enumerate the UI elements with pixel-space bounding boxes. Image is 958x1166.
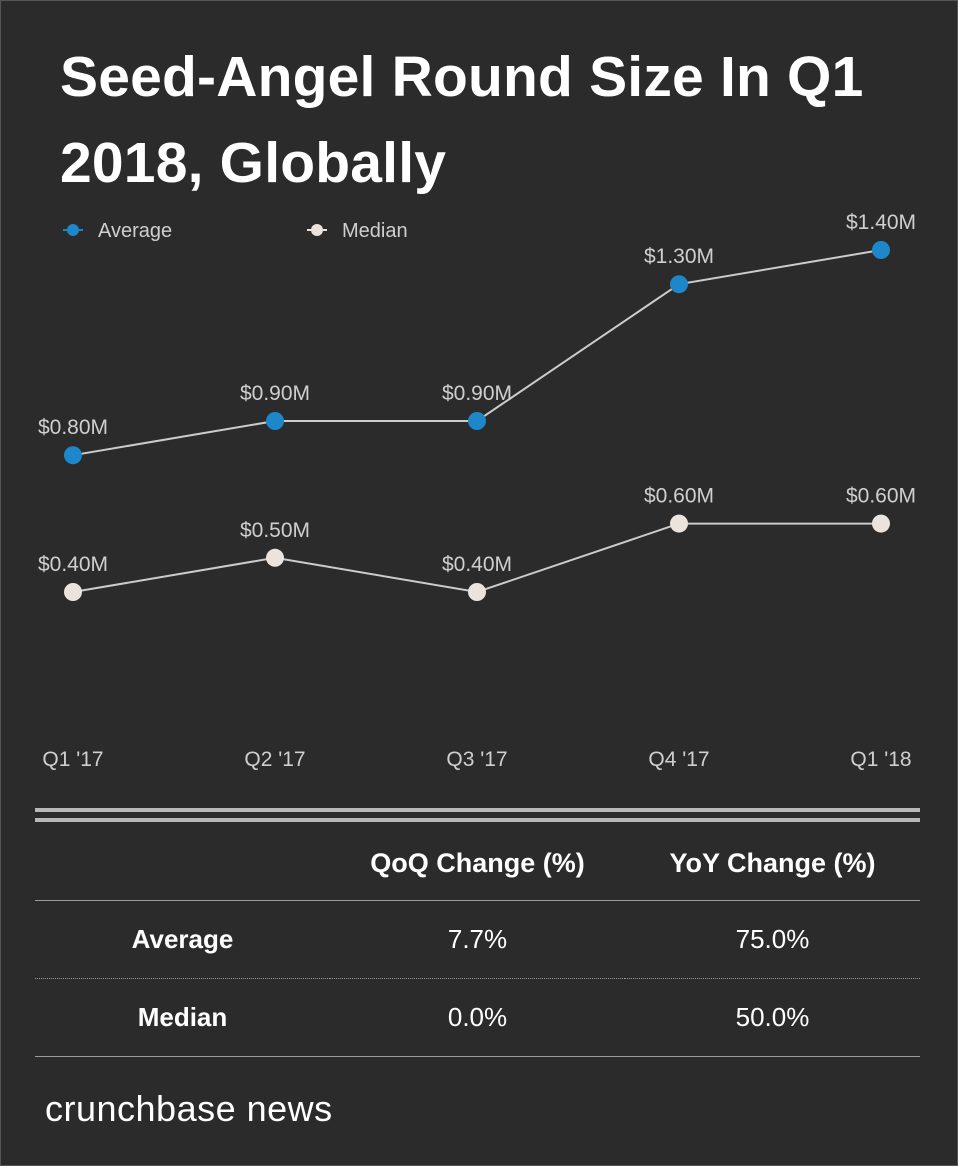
data-label-average: $0.90M	[442, 382, 512, 405]
data-point-average	[468, 412, 486, 430]
x-tick-label: Q4 '17	[648, 748, 709, 771]
divider-bottom	[35, 818, 920, 822]
row-label-average: Average	[35, 900, 330, 979]
legend-label-average: Average	[98, 220, 172, 242]
chart-title: Seed-Angel Round Size In Q1 2018, Global…	[60, 45, 864, 195]
data-label-median: $0.50M	[240, 519, 310, 542]
x-tick-label: Q1 '17	[42, 748, 103, 771]
data-label-average: $0.90M	[240, 382, 310, 405]
data-point-median	[670, 514, 688, 533]
data-label-average: $0.80M	[38, 416, 108, 439]
data-label-median: $0.60M	[846, 485, 916, 508]
average-yoy: 75.0%	[625, 900, 920, 979]
data-label-median: $0.60M	[644, 485, 714, 508]
data-label-average: $1.40M	[846, 211, 916, 234]
data-label-median: $0.40M	[442, 553, 512, 576]
header-qoq: QoQ Change (%)	[330, 826, 625, 901]
legend-label-median: Median	[342, 220, 408, 242]
legend-marker-median	[311, 224, 323, 236]
median-yoy: 50.0%	[625, 978, 920, 1057]
data-point-median	[872, 514, 890, 533]
table-header-row: QoQ Change (%) YoY Change (%)	[35, 826, 920, 901]
median-qoq: 0.0%	[330, 978, 625, 1057]
data-label-average: $1.30M	[644, 245, 714, 268]
data-point-median	[468, 583, 486, 601]
divider-top	[35, 808, 920, 812]
data-point-average	[872, 241, 890, 259]
average-qoq: 7.7%	[330, 900, 625, 979]
data-point-median	[64, 583, 82, 601]
row-label-median: Median	[35, 978, 330, 1057]
x-tick-label: Q1 '18	[850, 748, 911, 771]
data-label-median: $0.40M	[38, 553, 108, 576]
data-point-average	[266, 412, 284, 430]
brand-logo: crunchbase news	[45, 1088, 333, 1129]
x-tick-label: Q3 '17	[446, 748, 507, 771]
line-chart: Average Median $0.80M $0.90M $0.90M $1.30M $1.…	[38, 211, 916, 771]
data-point-average	[64, 446, 82, 465]
data-point-average	[670, 275, 688, 294]
table-row: Average 7.7% 75.0%	[35, 900, 920, 979]
x-tick-label: Q2 '17	[244, 748, 305, 771]
legend-marker-average	[67, 224, 79, 236]
data-point-median	[266, 548, 284, 567]
header-yoy: YoY Change (%)	[625, 826, 920, 901]
change-table: QoQ Change (%) YoY Change (%) Average 7.…	[35, 826, 920, 1057]
header-empty	[35, 826, 330, 901]
table-row: Median 0.0% 50.0%	[35, 978, 920, 1057]
